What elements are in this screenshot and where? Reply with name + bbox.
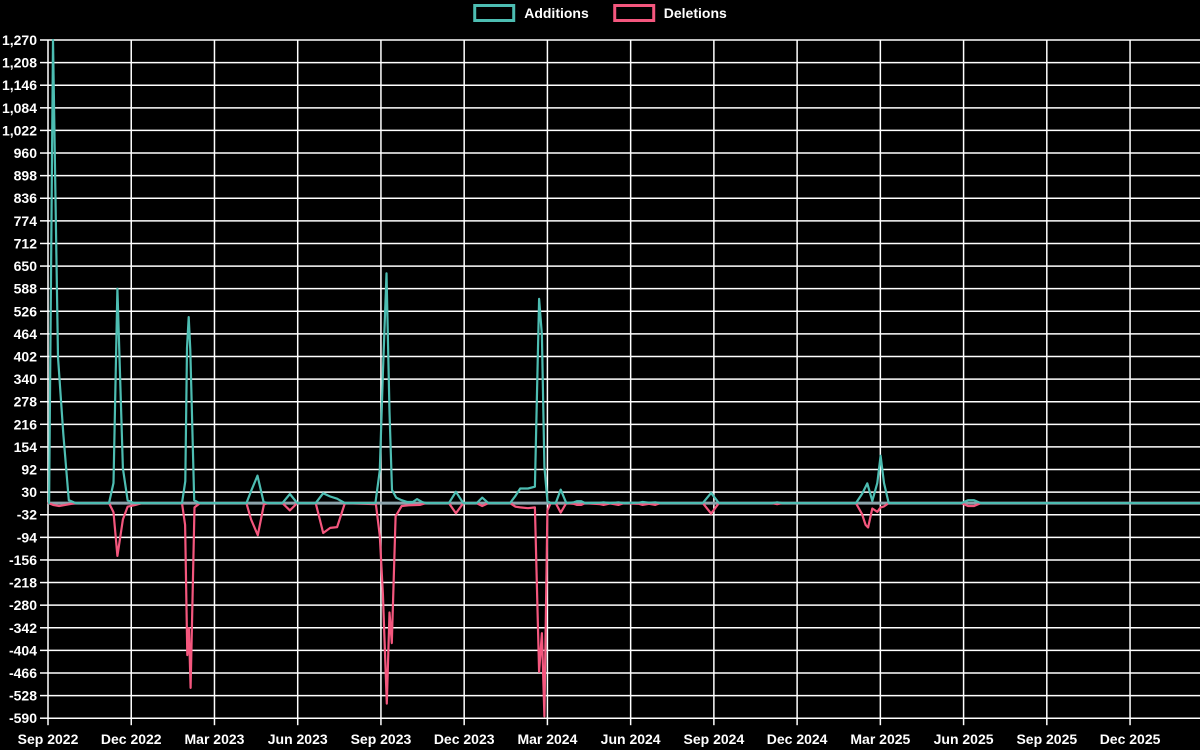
x-tick-label: Mar 2023 xyxy=(185,731,245,747)
legend-item-additions[interactable]: Additions xyxy=(473,4,589,22)
x-tick-label: Sep 2022 xyxy=(18,731,79,747)
y-tick-label: 1,270 xyxy=(2,32,37,48)
additions-swatch-icon xyxy=(473,4,516,22)
x-tick-label: Jun 2023 xyxy=(268,731,328,747)
y-tick-label: 774 xyxy=(14,213,38,229)
x-tick-label: Dec 2023 xyxy=(434,731,495,747)
y-tick-label: -404 xyxy=(9,642,37,658)
y-tick-label: 1,084 xyxy=(2,100,37,116)
y-tick-label: 960 xyxy=(14,145,38,161)
y-tick-label: -156 xyxy=(9,552,37,568)
series-line-additions[interactable] xyxy=(47,38,1200,505)
y-tick-label: 526 xyxy=(14,303,38,319)
x-tick-label: Jun 2024 xyxy=(601,731,661,747)
y-tick-label: 464 xyxy=(14,326,38,342)
y-tick-label: -218 xyxy=(9,575,37,591)
y-tick-label: 92 xyxy=(21,462,37,478)
y-tick-label: 30 xyxy=(21,484,37,500)
x-tick-label: Jun 2025 xyxy=(934,731,994,747)
x-tick-label: Mar 2025 xyxy=(850,731,910,747)
x-tick-label: Mar 2024 xyxy=(517,731,577,747)
y-tick-label: 836 xyxy=(14,190,38,206)
x-tick-label: Dec 2024 xyxy=(767,731,828,747)
y-tick-label: 1,146 xyxy=(2,77,37,93)
y-tick-label: -94 xyxy=(17,529,37,545)
y-tick-label: 1,208 xyxy=(2,55,37,71)
y-tick-label: 712 xyxy=(14,235,38,251)
y-tick-label: 402 xyxy=(14,348,38,364)
x-tick-label: Dec 2025 xyxy=(1100,731,1161,747)
y-tick-label: -342 xyxy=(9,620,37,636)
y-tick-label: -590 xyxy=(9,710,37,726)
x-tick-label: Sep 2023 xyxy=(351,731,412,747)
y-tick-label: 340 xyxy=(14,371,38,387)
y-tick-label: 278 xyxy=(14,394,38,410)
y-tick-label: -280 xyxy=(9,597,37,613)
x-tick-label: Dec 2022 xyxy=(101,731,162,747)
deletions-swatch-icon xyxy=(612,4,655,22)
legend-label-deletions: Deletions xyxy=(663,5,727,21)
y-tick-label: -466 xyxy=(9,665,37,681)
y-tick-label: 650 xyxy=(14,258,38,274)
y-tick-label: -528 xyxy=(9,688,37,704)
y-tick-label: 216 xyxy=(14,416,38,432)
legend-label-additions: Additions xyxy=(524,5,589,21)
x-tick-label: Sep 2024 xyxy=(684,731,745,747)
x-tick-label: Sep 2025 xyxy=(1016,731,1077,747)
series-line-deletions[interactable] xyxy=(47,502,1200,718)
y-tick-label: 154 xyxy=(14,439,38,455)
y-tick-label: 1,022 xyxy=(2,122,37,138)
y-tick-label: 898 xyxy=(14,168,38,184)
y-tick-label: 588 xyxy=(14,281,38,297)
legend-item-deletions[interactable]: Deletions xyxy=(612,4,727,22)
chart-legend: Additions Deletions xyxy=(473,4,727,22)
y-tick-label: -32 xyxy=(17,507,37,523)
